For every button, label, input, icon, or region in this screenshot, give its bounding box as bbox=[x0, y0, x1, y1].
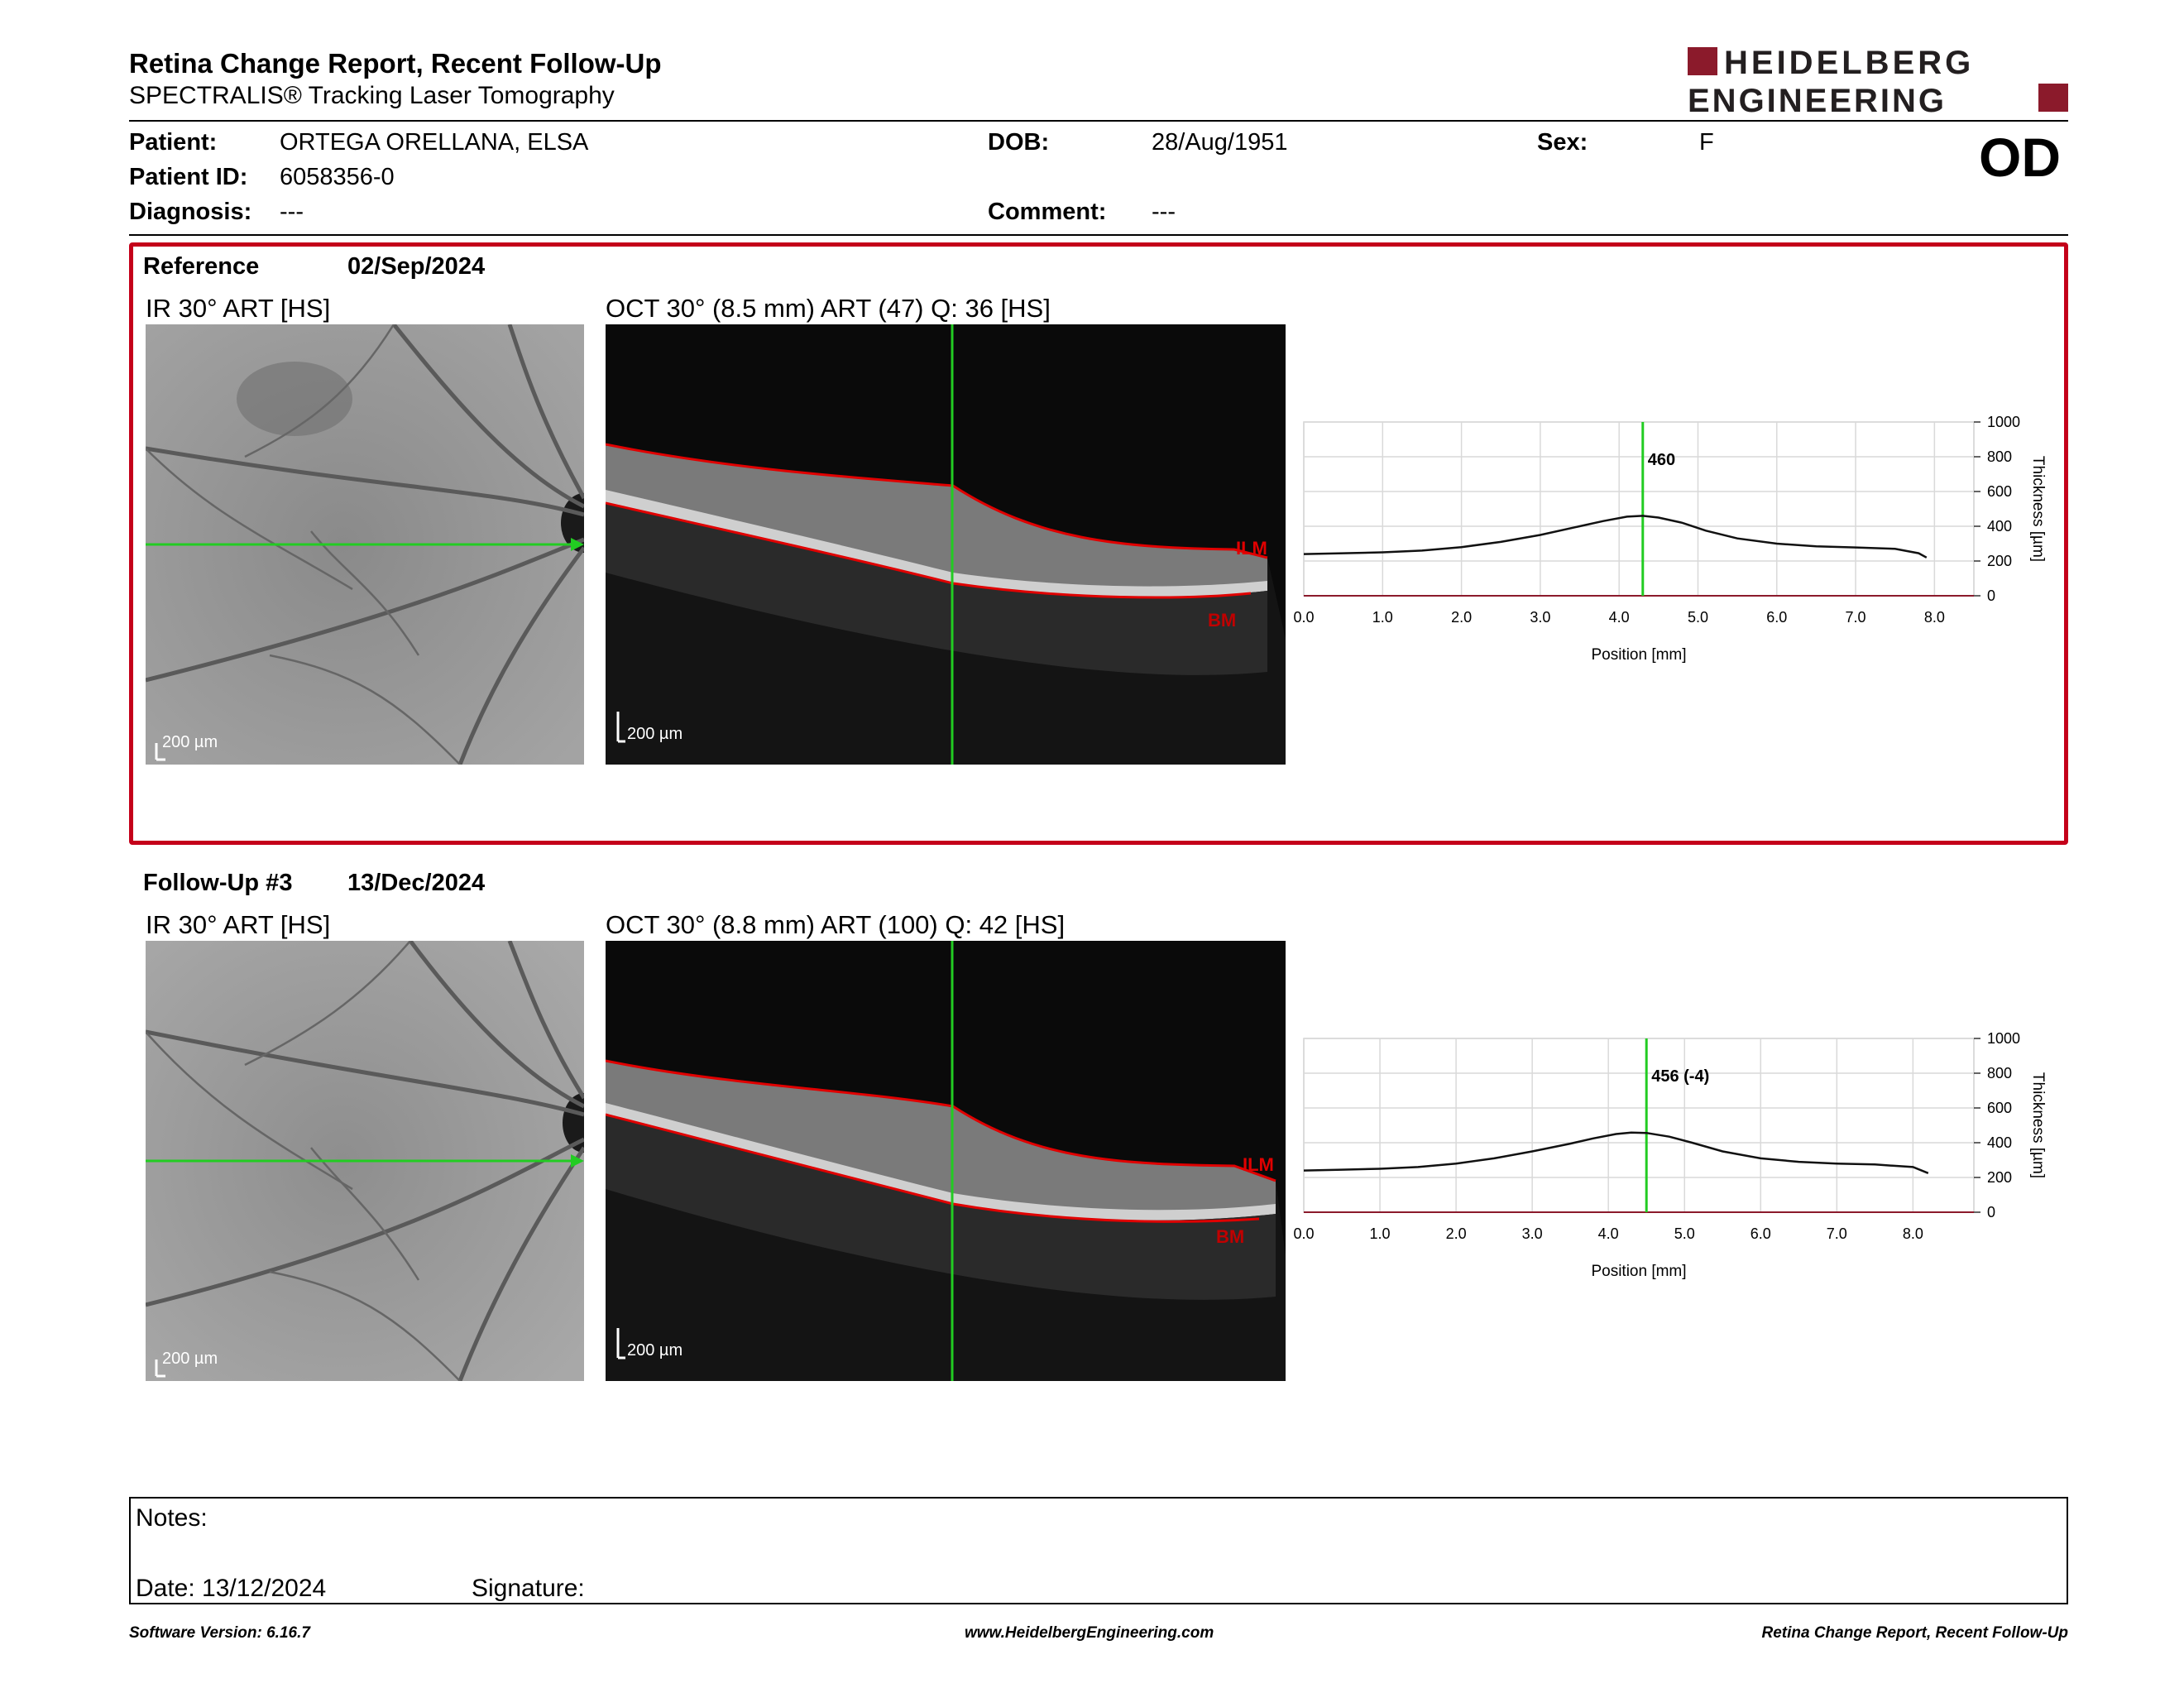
y-tick-label: 400 bbox=[1987, 1134, 2012, 1151]
y-tick-label: 400 bbox=[1987, 518, 2012, 535]
sex-label: Sex: bbox=[1537, 129, 1588, 156]
thickness-chart-followup: 0.0 1.0 2.0 3.0 4.0 5.0 6.0 7.0 8.0 0 200 400 600 800… bbox=[1293, 1030, 2047, 1280]
y-tick-label: 600 bbox=[1987, 483, 2012, 500]
x-tick-label: 4.0 bbox=[1598, 1225, 1619, 1242]
thickness-profile-line bbox=[1303, 515, 1928, 559]
ir-label-reference: IR 30° ART [HS] bbox=[146, 294, 331, 323]
x-tick-label: 4.0 bbox=[1609, 609, 1630, 626]
x-axis-label: Position [mm] bbox=[1591, 646, 1686, 664]
x-tick-label: 5.0 bbox=[1688, 609, 1708, 626]
oct-label-followup: OCT 30° (8.8 mm) ART (100) Q: 42 [HS] bbox=[606, 910, 1066, 939]
patient-id-value: 6058356-0 bbox=[280, 164, 395, 190]
ilm-label-reference: ILM bbox=[1236, 538, 1267, 559]
y-axis-label: Thickness [µm] bbox=[2029, 1072, 2047, 1178]
x-tick-label: 2.0 bbox=[1446, 1225, 1467, 1242]
ilm-label-followup: ILM bbox=[1243, 1154, 1274, 1175]
oct-scale-reference: 200 µm bbox=[627, 725, 683, 743]
comment-value: --- bbox=[1152, 199, 1176, 225]
eye-indicator: OD bbox=[1979, 127, 2061, 188]
x-tick-label: 6.0 bbox=[1751, 1225, 1771, 1242]
y-tick-label: 800 bbox=[1987, 448, 2012, 465]
y-axis-label: Thickness [µm] bbox=[2029, 456, 2047, 562]
followup-date: 13/Dec/2024 bbox=[347, 870, 486, 896]
y-tick-label: 0 bbox=[1987, 1204, 1995, 1220]
footer-report-name: Retina Change Report, Recent Follow-Up bbox=[1761, 1624, 2068, 1642]
ir-scale-followup: 200 µm bbox=[162, 1350, 218, 1368]
logo-text-line1: HEIDELBERG bbox=[1724, 46, 1974, 81]
dob-value: 28/Aug/1951 bbox=[1152, 129, 1288, 156]
x-axis-label: Position [mm] bbox=[1591, 1263, 1686, 1280]
y-tick-label: 800 bbox=[1987, 1065, 2012, 1081]
ir-fundus-image-followup[interactable]: 200 µm bbox=[146, 941, 584, 1381]
notes-box[interactable] bbox=[129, 1497, 2068, 1604]
x-tick-label: 7.0 bbox=[1827, 1225, 1847, 1242]
y-tick-label: 600 bbox=[1987, 1100, 2012, 1116]
x-tick-label: 1.0 bbox=[1370, 1225, 1391, 1242]
report-title: Retina Change Report, Recent Follow-Up bbox=[129, 48, 662, 79]
followup-label: Follow-Up #3 bbox=[143, 870, 293, 896]
y-tick-label: 0 bbox=[1987, 587, 1995, 604]
x-tick-label: 7.0 bbox=[1846, 609, 1866, 626]
oct-bscan-image-reference[interactable]: ILM BM 200 µm bbox=[606, 324, 1286, 765]
reference-label: Reference bbox=[143, 253, 260, 280]
x-tick-label: 8.0 bbox=[1924, 609, 1945, 626]
report-subtitle: SPECTRALIS® Tracking Laser Tomography bbox=[129, 82, 615, 109]
ir-label-followup: IR 30° ART [HS] bbox=[146, 910, 331, 939]
notes-label: Notes: bbox=[136, 1504, 208, 1532]
logo-text-line2: ENGINEERING bbox=[1688, 83, 1947, 116]
y-tick-label: 200 bbox=[1987, 1169, 2012, 1186]
ir-scale-reference: 200 µm bbox=[162, 733, 218, 751]
x-tick-label: 3.0 bbox=[1522, 1225, 1543, 1242]
plot-area bbox=[1303, 1038, 1975, 1213]
sex-value: F bbox=[1699, 129, 1714, 156]
y-tick-label: 200 bbox=[1987, 553, 2012, 569]
x-tick-label: 2.0 bbox=[1451, 609, 1472, 626]
x-tick-label: 0.0 bbox=[1293, 1225, 1314, 1242]
notes-date: Date: 13/12/2024 bbox=[136, 1575, 327, 1602]
bm-label-reference: BM bbox=[1208, 610, 1237, 631]
patient-label: Patient: bbox=[129, 129, 218, 156]
y-tick-label: 1000 bbox=[1987, 414, 2020, 430]
signature-label: Signature: bbox=[472, 1575, 585, 1602]
oct-label-reference: OCT 30° (8.5 mm) ART (47) Q: 36 [HS] bbox=[606, 294, 1051, 323]
comment-label: Comment: bbox=[988, 199, 1107, 225]
patient-id-label: Patient ID: bbox=[129, 164, 248, 190]
cursor-value-label: 460 bbox=[1648, 451, 1675, 469]
x-tick-label: 6.0 bbox=[1766, 609, 1787, 626]
x-tick-label: 5.0 bbox=[1674, 1225, 1695, 1242]
heidelberg-logo: HEIDELBERG ENGINEERING bbox=[1688, 45, 2068, 119]
info-divider bbox=[129, 234, 2068, 236]
thickness-chart-reference: 0.0 1.0 2.0 3.0 4.0 5.0 6.0 7.0 8.0 0 200 400 600 800… bbox=[1293, 414, 2047, 664]
reference-frame bbox=[129, 242, 2068, 845]
y-tick-label: 1000 bbox=[1987, 1030, 2020, 1047]
thickness-profile-line bbox=[1303, 1131, 1929, 1174]
diagnosis-label: Diagnosis: bbox=[129, 199, 252, 225]
x-tick-label: 8.0 bbox=[1903, 1225, 1923, 1242]
dob-label: DOB: bbox=[988, 129, 1050, 156]
oct-scale-followup: 200 µm bbox=[627, 1341, 683, 1360]
bm-label-followup: BM bbox=[1216, 1226, 1245, 1247]
ir-fundus-image-reference[interactable]: 200 µm bbox=[146, 324, 584, 765]
reference-date: 02/Sep/2024 bbox=[347, 253, 486, 280]
cursor-value-label: 456 (-4) bbox=[1651, 1067, 1709, 1086]
patient-name: ORTEGA ORELLANA, ELSA bbox=[280, 129, 589, 156]
header-divider bbox=[129, 120, 2068, 122]
plot-area bbox=[1303, 421, 1975, 597]
footer-website[interactable]: www.HeidelbergEngineering.com bbox=[965, 1624, 1214, 1642]
oct-bscan-image-followup[interactable]: ILM BM 200 µm bbox=[606, 941, 1286, 1381]
x-tick-label: 1.0 bbox=[1372, 609, 1393, 626]
x-tick-label: 0.0 bbox=[1293, 609, 1314, 626]
x-tick-label: 3.0 bbox=[1530, 609, 1550, 626]
diagnosis-value: --- bbox=[280, 199, 304, 225]
footer-software-version: Software Version: 6.16.7 bbox=[129, 1624, 310, 1642]
